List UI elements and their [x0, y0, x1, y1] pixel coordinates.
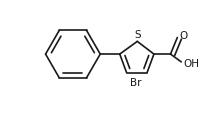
- Text: Br: Br: [130, 78, 141, 88]
- Text: O: O: [179, 30, 187, 40]
- Text: OH: OH: [183, 58, 199, 68]
- Text: S: S: [134, 30, 141, 40]
